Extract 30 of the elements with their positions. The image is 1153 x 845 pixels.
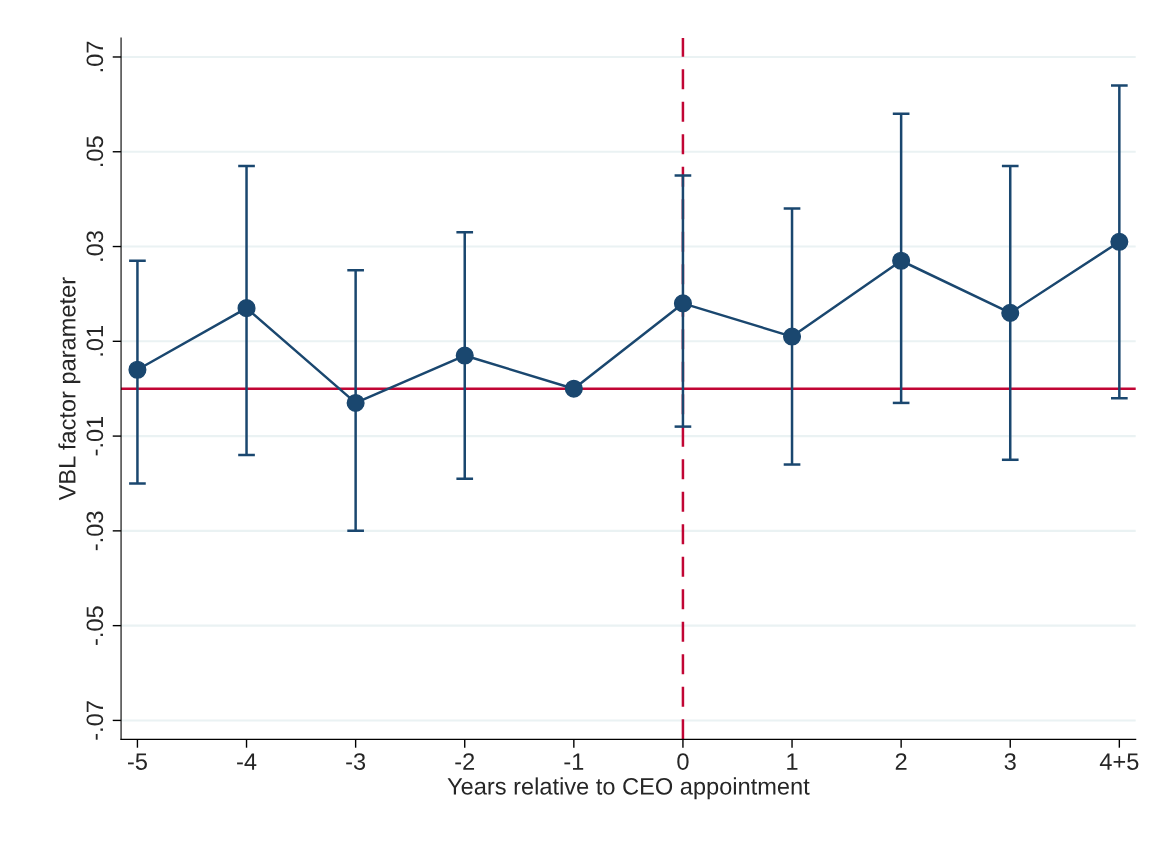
y-tick-label: .01 [86, 326, 104, 356]
y-tick-label: .07 [86, 41, 104, 72]
point [783, 327, 802, 346]
x-axis-title: Years relative to CEO appointment [447, 777, 810, 800]
x-tick-label: 1 [787, 753, 798, 770]
y-tick-label: -.05 [86, 606, 104, 645]
point [892, 251, 911, 270]
point [237, 299, 256, 318]
y-axis-title: VBL factor parameter [58, 277, 81, 501]
x-tick-label: -5 [127, 753, 147, 770]
x-tick-label: -3 [346, 753, 366, 770]
y-tick-label: .05 [86, 136, 104, 167]
x-tick-label: 2 [895, 753, 907, 770]
x-tick-label: -2 [455, 753, 475, 770]
x-tick-label: 3 [1004, 753, 1016, 770]
point [1001, 303, 1020, 322]
point [455, 346, 474, 365]
x-tick-label: 4+5 [1099, 753, 1139, 770]
y-tick-label: -.07 [86, 701, 104, 740]
point [346, 393, 365, 412]
x-tick-label: -1 [564, 753, 584, 770]
point [1110, 232, 1129, 251]
point [128, 360, 147, 379]
y-tick-label: -.01 [86, 416, 104, 456]
y-tick-label: -.03 [86, 511, 104, 551]
point [564, 379, 583, 398]
point [673, 294, 692, 313]
y-tick-label: .03 [86, 231, 104, 261]
x-tick-label: 0 [677, 753, 689, 770]
x-tick-label: -4 [237, 753, 257, 770]
